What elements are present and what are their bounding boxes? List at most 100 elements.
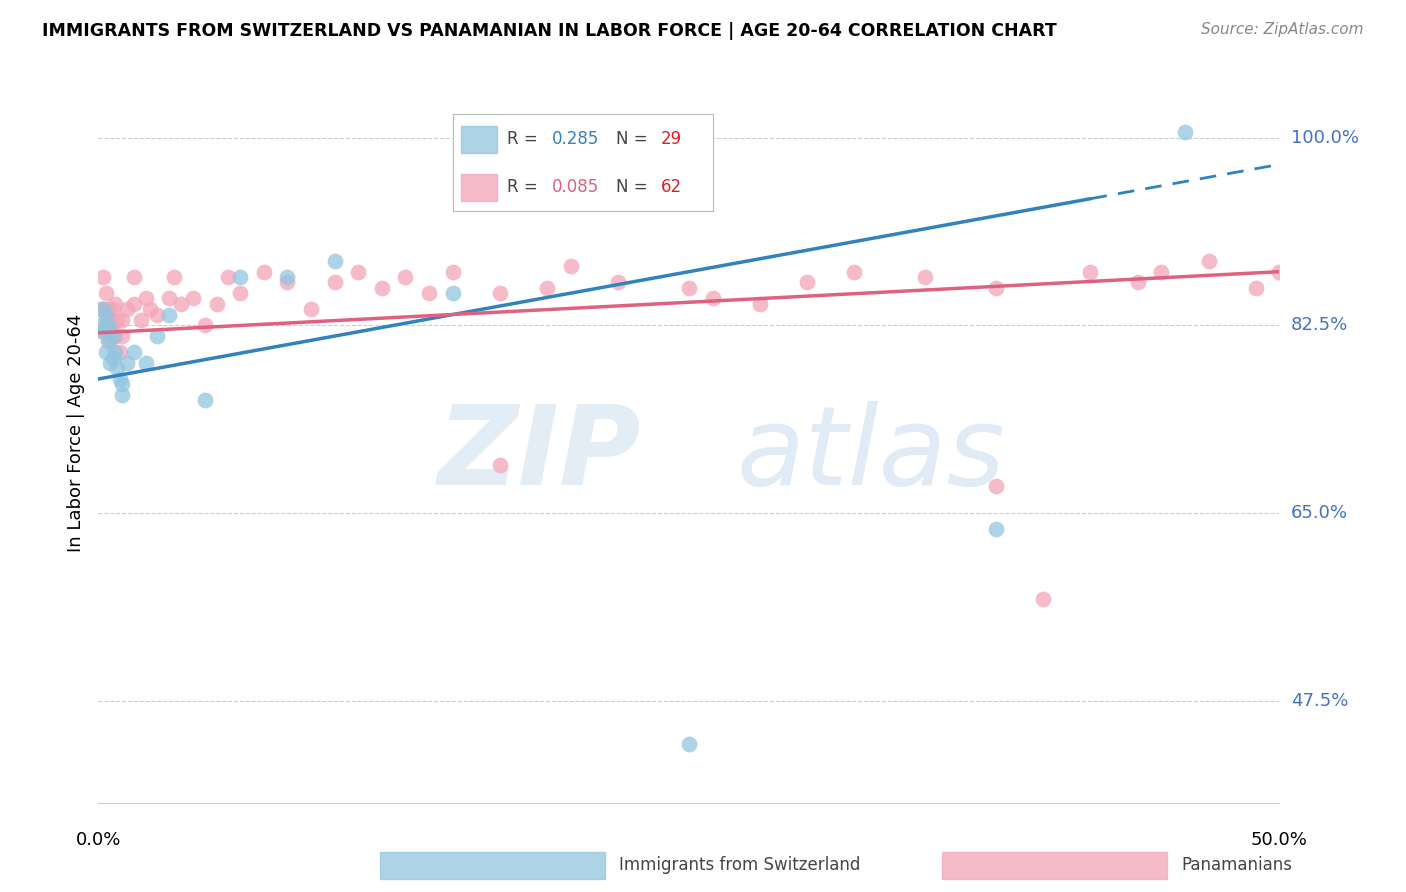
Point: [98, 313, 121, 327]
Point: [489, 286, 512, 301]
Point: [104, 297, 127, 311]
Point: [1174, 125, 1197, 139]
Point: [91, 324, 114, 338]
Point: [914, 270, 936, 285]
Text: Source: ZipAtlas.com: Source: ZipAtlas.com: [1201, 22, 1364, 37]
Point: [90, 318, 112, 333]
Text: Immigrants from Switzerland: Immigrants from Switzerland: [619, 856, 860, 874]
Point: [217, 270, 239, 285]
Point: [97, 334, 120, 349]
Text: 47.5%: 47.5%: [1291, 692, 1348, 710]
Point: [253, 265, 276, 279]
Point: [105, 361, 128, 376]
Point: [170, 297, 193, 311]
Point: [1150, 265, 1173, 279]
Point: [90, 302, 112, 317]
Point: [418, 286, 440, 301]
Point: [97, 302, 120, 317]
Point: [115, 356, 138, 370]
Point: [115, 302, 138, 317]
Point: [678, 281, 700, 295]
Point: [163, 270, 186, 285]
Point: [536, 281, 558, 295]
Point: [98, 324, 121, 338]
Point: [101, 324, 124, 338]
Point: [441, 265, 464, 279]
Point: [205, 297, 228, 311]
Point: [229, 270, 252, 285]
Point: [984, 522, 1007, 536]
Point: [122, 297, 145, 311]
Point: [91, 270, 114, 285]
Point: [111, 388, 134, 402]
Point: [101, 351, 124, 365]
Point: [560, 260, 582, 274]
Point: [111, 377, 134, 392]
Point: [194, 393, 217, 408]
Point: [98, 356, 121, 370]
Point: [489, 458, 512, 472]
Point: [299, 302, 322, 317]
Point: [702, 292, 724, 306]
Text: atlas: atlas: [737, 401, 1005, 508]
Point: [104, 345, 127, 359]
Point: [97, 329, 120, 343]
Point: [607, 276, 630, 290]
Point: [146, 308, 169, 322]
Point: [94, 345, 117, 359]
Point: [111, 329, 134, 343]
Point: [347, 265, 370, 279]
Point: [276, 276, 298, 290]
Point: [984, 281, 1007, 295]
Point: [146, 329, 169, 343]
Point: [91, 302, 114, 317]
Point: [90, 324, 112, 338]
Point: [323, 276, 346, 290]
Point: [371, 281, 394, 295]
Text: ZIP: ZIP: [439, 401, 641, 508]
Point: [157, 292, 180, 306]
Text: 0.0%: 0.0%: [76, 830, 121, 848]
Text: IMMIGRANTS FROM SWITZERLAND VS PANAMANIAN IN LABOR FORCE | AGE 20-64 CORRELATION: IMMIGRANTS FROM SWITZERLAND VS PANAMANIA…: [42, 22, 1057, 40]
Point: [135, 356, 157, 370]
Point: [181, 292, 204, 306]
Point: [323, 254, 346, 268]
Point: [441, 286, 464, 301]
Point: [1198, 254, 1220, 268]
Point: [1080, 265, 1102, 279]
Point: [796, 276, 818, 290]
Point: [105, 313, 128, 327]
Text: 100.0%: 100.0%: [1291, 128, 1358, 146]
Text: 50.0%: 50.0%: [1251, 830, 1308, 848]
Point: [1268, 265, 1291, 279]
Point: [394, 270, 416, 285]
Point: [748, 297, 770, 311]
Text: 82.5%: 82.5%: [1291, 317, 1348, 334]
Y-axis label: In Labor Force | Age 20-64: In Labor Force | Age 20-64: [66, 313, 84, 552]
Point: [111, 313, 134, 327]
Point: [122, 270, 145, 285]
Point: [97, 318, 120, 333]
Point: [108, 345, 131, 359]
Point: [984, 479, 1007, 493]
Text: 65.0%: 65.0%: [1291, 504, 1347, 522]
Point: [135, 292, 157, 306]
Point: [194, 318, 217, 333]
Point: [108, 372, 131, 386]
Point: [104, 329, 127, 343]
Point: [129, 313, 152, 327]
Point: [844, 265, 866, 279]
Point: [94, 308, 117, 322]
Point: [157, 308, 180, 322]
Point: [276, 270, 298, 285]
Point: [101, 329, 124, 343]
Point: [94, 286, 117, 301]
Point: [1244, 281, 1267, 295]
Point: [122, 345, 145, 359]
Point: [1126, 276, 1149, 290]
Point: [91, 302, 114, 317]
Point: [94, 318, 117, 333]
Point: [229, 286, 252, 301]
Point: [98, 334, 121, 349]
Point: [101, 302, 124, 317]
